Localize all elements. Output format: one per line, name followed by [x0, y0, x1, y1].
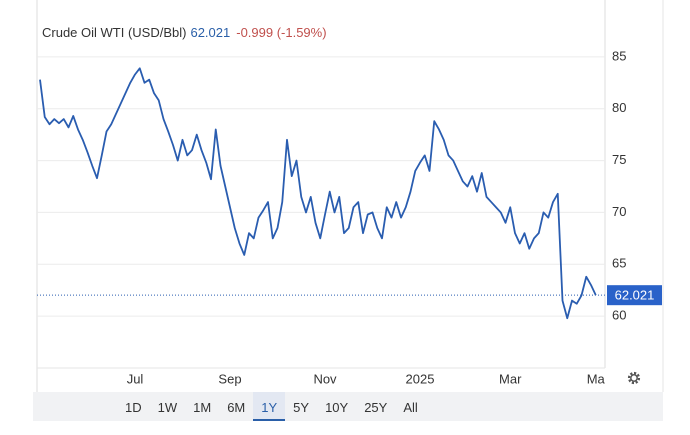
y-tick-label: 60 [612, 308, 626, 323]
y-tick-label: 85 [612, 48, 626, 63]
range-button[interactable]: 1D [125, 400, 142, 415]
price-line [39, 67, 597, 320]
change: -0.999 (-1.59%) [236, 25, 327, 40]
gear-teeth [627, 371, 641, 385]
title: Crude Oil WTI (USD/Bbl) [42, 25, 187, 40]
x-tick-label: Mar [499, 371, 522, 386]
range-button[interactable]: 1Y [253, 392, 286, 421]
y-tick-label: 75 [612, 152, 626, 167]
range-buttons: 1D 1W 1M 6M 1Y 5Y 10Y 25Y All [117, 392, 426, 421]
range-button[interactable]: 1W [157, 400, 178, 415]
range-button[interactable]: 1M [193, 400, 212, 415]
y-tick-label: 70 [612, 204, 626, 219]
x-tick-label: Sep [218, 371, 241, 386]
x-tick-label: Jul [127, 371, 144, 386]
header: Crude Oil WTI (USD/Bbl) 62.021 -0.999 (-1.… [42, 25, 327, 40]
settings-icon[interactable] [627, 371, 641, 385]
range-button[interactable]: 25Y [364, 400, 388, 415]
y-tick-label: 80 [612, 100, 626, 115]
last-price: 62.021 [190, 25, 231, 40]
x-tick-label: 2025 [406, 371, 435, 386]
range-bar: 1D 1W 1M 6M 1Y 5Y 10Y 25Y All [33, 392, 663, 421]
range-button[interactable]: 5Y [293, 400, 310, 415]
range-button[interactable]: 10Y [325, 400, 349, 415]
last-price-label: 62.021 [615, 288, 655, 303]
last-price-box [607, 285, 662, 306]
y-tick-label: 65 [612, 256, 626, 271]
x-tick-label: Ma [587, 371, 606, 386]
range-button[interactable]: All [403, 400, 418, 415]
range-button[interactable]: 6M [227, 400, 246, 415]
gear-ring [630, 374, 638, 382]
x-tick-label: Nov [313, 371, 337, 386]
